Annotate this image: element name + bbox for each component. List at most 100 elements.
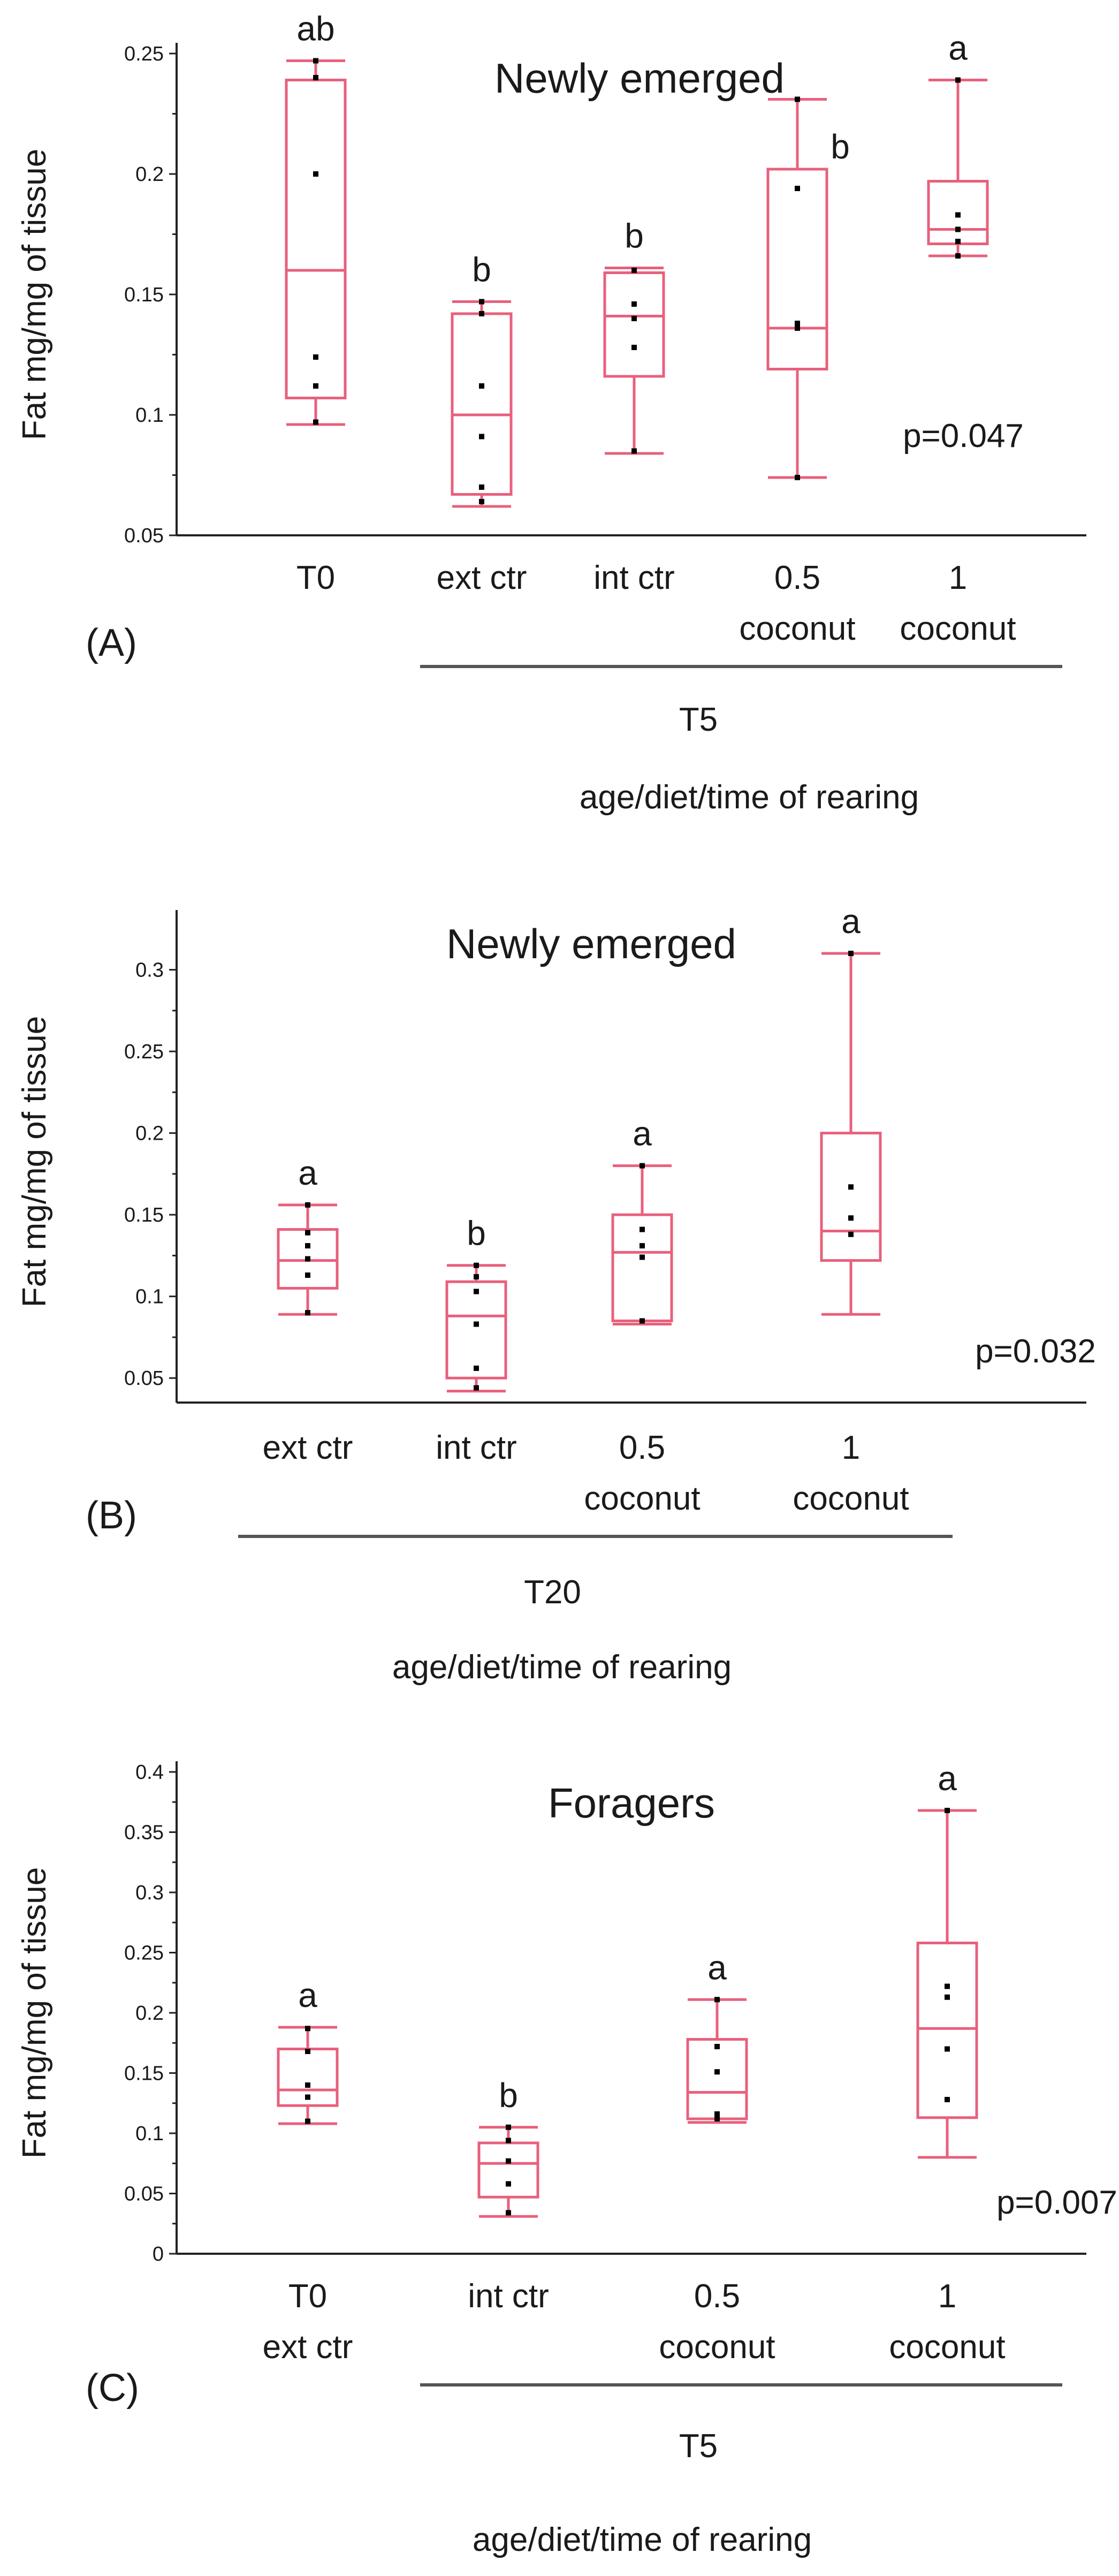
data-point	[305, 2094, 310, 2100]
data-point	[795, 321, 800, 326]
data-point	[955, 226, 961, 232]
data-point	[640, 1318, 645, 1324]
data-point	[474, 1385, 479, 1391]
data-point	[313, 75, 318, 80]
x-axis-label: age/diet/time of rearing	[392, 1649, 732, 1686]
iqr-box	[445, 1280, 507, 1380]
data-point	[955, 77, 961, 83]
chart-panel-2: 0.05 0.1 0.15 0.2 0.25 0.3 Newly emerged Fat mg…	[16, 902, 1096, 1686]
data-point	[714, 2111, 720, 2117]
data-point	[305, 1256, 310, 1262]
data-point	[313, 383, 318, 389]
data-point	[506, 2158, 511, 2164]
y-tick-label: 0.05	[124, 525, 164, 547]
significance-letter: a	[298, 1154, 317, 1192]
data-point	[474, 1321, 479, 1327]
y-tick-label: 0.25	[124, 43, 164, 65]
chart-panel-3: 0 0.05 0.1 0.15 0.2 0.25 0.3 0.35 0.4 Foragers Fat…	[16, 1759, 1117, 2558]
panel-label: (A)	[86, 622, 137, 664]
significance-letter: b	[467, 1214, 486, 1253]
category-label: 0.5	[694, 2278, 740, 2315]
significance-letter: a	[948, 29, 968, 67]
category-label: int ctr	[468, 2278, 549, 2315]
category-label: 0.5	[619, 1429, 665, 1466]
box-3-3: a 0.5 coconut	[659, 1948, 775, 2366]
data-point	[474, 1289, 479, 1294]
data-point	[313, 419, 318, 425]
data-point	[640, 1254, 645, 1260]
y-tick-label: 0.15	[124, 284, 164, 306]
box-3-4: a 1 coconut	[889, 1759, 1005, 2366]
data-point	[955, 239, 961, 244]
box-1-2: b ext ctr	[437, 251, 527, 597]
box-1-4: b 0.5 coconut	[739, 96, 856, 647]
iqr-box	[766, 168, 828, 370]
p-value: p=0.047	[903, 418, 1024, 454]
y-tick-label: 0.3	[135, 959, 164, 982]
category-label: ext ctr	[263, 1429, 353, 1466]
data-point	[305, 1272, 310, 1278]
y-tick-label: 0.35	[124, 1822, 164, 1844]
category-label: ext ctr	[263, 2329, 353, 2366]
x-axis-label: age/diet/time of rearing	[580, 779, 919, 816]
category-label: ext ctr	[437, 559, 527, 596]
data-point	[479, 311, 484, 316]
box-2-1: a ext ctr	[263, 1154, 353, 1466]
category-label: T0	[288, 2278, 327, 2315]
data-point	[479, 484, 484, 490]
data-point	[506, 2210, 511, 2216]
data-point	[313, 58, 318, 64]
data-point	[945, 2097, 950, 2102]
data-point	[640, 1163, 645, 1169]
p-value: p=0.007	[996, 2184, 1117, 2221]
data-point	[631, 316, 637, 321]
data-point	[479, 434, 484, 440]
category-label: T0	[296, 559, 335, 596]
category-label: coconut	[889, 2329, 1005, 2366]
data-point	[474, 1274, 479, 1280]
significance-letter: a	[707, 1948, 727, 1987]
iqr-box	[916, 1942, 978, 2119]
data-point	[313, 171, 318, 177]
panel-label: (C)	[86, 2367, 139, 2410]
data-point	[305, 1243, 310, 1249]
box-1-1: ab T0	[285, 10, 347, 596]
data-point	[955, 253, 961, 259]
category-label: coconut	[584, 1480, 700, 1517]
data-point	[795, 186, 800, 191]
data-point	[631, 448, 637, 454]
data-point	[479, 299, 484, 305]
box-2-3: a 0.5 coconut	[584, 1115, 700, 1517]
data-point	[955, 212, 961, 218]
data-point	[795, 96, 800, 102]
significance-letter: b	[625, 217, 644, 255]
data-point	[640, 1226, 645, 1232]
category-label: coconut	[793, 1480, 909, 1517]
category-label: coconut	[900, 610, 1016, 647]
data-point	[305, 1310, 310, 1316]
data-point	[640, 1243, 645, 1249]
box-3-2: b int ctr	[468, 2076, 549, 2315]
p-value: p=0.032	[975, 1333, 1096, 1370]
y-tick-label: 0.05	[124, 1367, 164, 1390]
data-point	[631, 301, 637, 307]
data-point	[631, 345, 637, 350]
y-tick-label: 0.15	[124, 2063, 164, 2085]
data-point	[506, 2181, 511, 2187]
y-tick-label: 0.2	[135, 1123, 164, 1145]
data-point	[795, 325, 800, 331]
box-1-3: b int ctr	[593, 217, 675, 597]
group-label: T20	[524, 1574, 581, 1611]
box-2-4: a 1 coconut	[793, 902, 909, 1517]
y-axis-label: Fat mg/mg of tissue	[16, 1867, 53, 2158]
data-point	[313, 354, 318, 360]
data-point	[848, 1184, 854, 1190]
data-point	[305, 2026, 310, 2032]
data-point	[848, 951, 854, 957]
data-point	[479, 499, 484, 504]
data-point	[305, 2082, 310, 2088]
data-point	[479, 383, 484, 389]
significance-letter: a	[841, 902, 861, 941]
y-tick-label: 0.1	[135, 1286, 164, 1308]
